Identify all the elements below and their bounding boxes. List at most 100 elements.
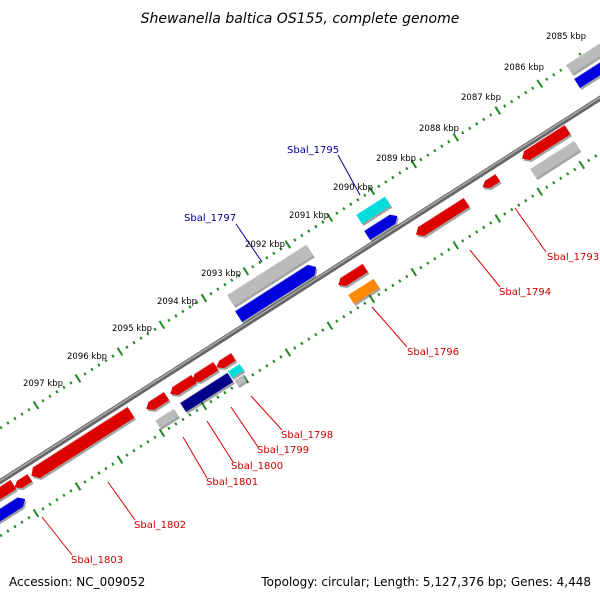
minor-tick [27, 515, 31, 520]
minor-tick [20, 520, 24, 524]
minor-tick [13, 524, 17, 529]
kbp-label: 2088 kbp [419, 124, 459, 134]
minor-tick [13, 416, 17, 421]
leader-line-sbal1797 [235, 223, 263, 263]
minor-tick [69, 489, 73, 493]
minor-tick [174, 314, 178, 318]
topology-text: Topology: circular; Length: 5,127,376 bp… [260, 575, 591, 589]
minor-tick [272, 359, 276, 364]
minor-tick [405, 166, 409, 171]
minor-tick [181, 417, 185, 422]
major-tick [326, 321, 334, 331]
major-tick [158, 428, 166, 438]
minor-tick [447, 140, 451, 144]
minor-tick [125, 345, 129, 349]
cds-reverse-small-3 [216, 352, 238, 370]
minor-tick [363, 193, 367, 198]
minor-tick [433, 256, 437, 261]
cds-reverse-sbal1794 [416, 197, 471, 238]
minor-tick [335, 319, 339, 323]
minor-tick [279, 247, 283, 251]
gene-label-sbal1802: Sbal_1802 [134, 520, 186, 531]
kbp-label: 2096 kbp [67, 352, 107, 362]
gene-label-sbal1797: Sbal_1797 [184, 213, 236, 224]
minor-tick [62, 385, 66, 390]
gene-label-sbal1801: Sbal_1801 [206, 477, 258, 488]
kbp-label: 2094 kbp [157, 297, 197, 307]
minor-tick [174, 422, 178, 426]
minor-tick [391, 175, 395, 180]
minor-tick [594, 154, 598, 158]
gene-label-sbal1799: Sbal_1799 [257, 445, 309, 456]
cds-reverse-sbal1793-a [522, 124, 572, 162]
leader-line-sbal1802 [107, 481, 136, 521]
cyan-feature-sbal1795 [355, 195, 393, 226]
minor-tick [342, 314, 346, 319]
minor-tick [398, 279, 402, 283]
minor-tick [349, 202, 353, 206]
cds-reverse-small-2 [338, 263, 370, 288]
minor-tick [524, 90, 528, 95]
minor-tick [223, 390, 227, 395]
minor-tick [489, 221, 493, 225]
minor-tick [482, 225, 486, 230]
minor-tick [440, 252, 444, 256]
minor-tick [48, 502, 52, 507]
minor-tick [111, 354, 115, 358]
minor-tick [475, 122, 479, 126]
minor-tick [293, 346, 297, 350]
minor-tick [300, 233, 304, 238]
cds-forward-left [0, 496, 27, 525]
minor-tick [419, 265, 423, 270]
minor-tick [90, 367, 94, 372]
minor-tick [41, 399, 45, 403]
minor-tick [237, 273, 241, 278]
minor-tick [230, 386, 234, 390]
minor-tick [300, 341, 304, 346]
minor-tick [314, 332, 318, 337]
minor-tick [391, 283, 395, 288]
major-tick [494, 214, 502, 223]
minor-tick [447, 248, 451, 252]
minor-tick [566, 172, 570, 176]
kbp-label: 2086 kbp [504, 63, 544, 73]
cds-reverse-left [0, 479, 18, 503]
minor-tick [41, 507, 45, 511]
minor-tick [97, 471, 101, 475]
major-tick [284, 348, 292, 357]
kbp-label: 2093 kbp [201, 269, 241, 279]
major-tick [74, 374, 82, 383]
major-tick [200, 401, 208, 411]
leader-line-sbal1803 [41, 516, 73, 556]
cds-reverse-small-1 [482, 173, 502, 190]
kbp-label: 2092 kbp [245, 240, 285, 250]
minor-tick [342, 206, 346, 211]
major-tick [116, 455, 124, 464]
minor-tick [139, 444, 143, 448]
minor-tick [377, 292, 381, 297]
minor-tick [321, 220, 325, 224]
major-tick [242, 374, 250, 384]
minor-tick [503, 212, 507, 216]
minor-tick [587, 158, 591, 163]
gray-feature-sbal1797 [226, 243, 315, 308]
major-tick [368, 294, 376, 304]
major-tick [158, 320, 166, 330]
minor-tick [209, 291, 213, 296]
major-tick [200, 293, 208, 303]
major-tick [368, 186, 376, 196]
minor-tick [111, 462, 115, 466]
cds-reverse-small-4 [192, 361, 220, 384]
minor-tick [104, 358, 108, 363]
minor-tick [139, 336, 143, 340]
minor-tick [188, 305, 192, 309]
minor-tick [20, 412, 24, 416]
cds-forward-top-right [573, 61, 600, 90]
minor-tick [517, 203, 521, 207]
navy-feature-sbal1800 [179, 372, 235, 414]
gene-label-sbal1793: Sbal_1793 [547, 252, 599, 263]
minor-tick [545, 77, 549, 81]
minor-tick [62, 493, 66, 498]
cds-reverse-small-5 [170, 374, 198, 397]
minor-tick [0, 533, 3, 538]
